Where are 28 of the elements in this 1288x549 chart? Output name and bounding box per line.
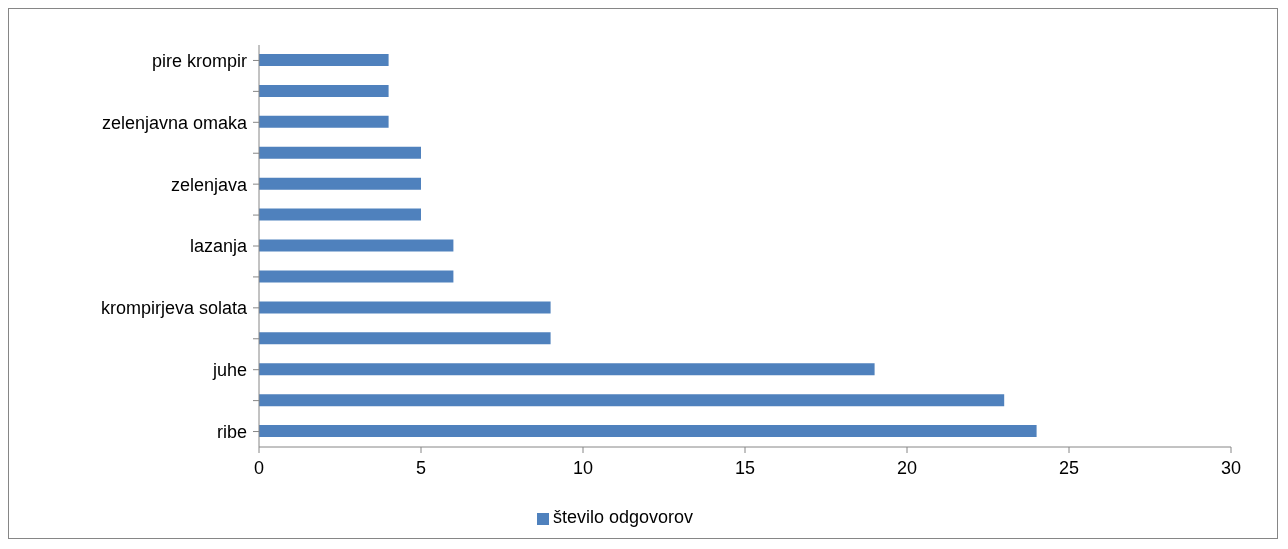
y-tick-label: krompirjeva solata [100,298,248,319]
x-tick-label: 20 [896,457,918,478]
bar [259,208,421,221]
y-tick-label: pire krompir [151,50,247,71]
bar [259,425,1037,438]
x-tick-label: 10 [572,457,594,478]
x-tick-label: 5 [415,457,427,478]
bar [259,394,1005,407]
x-tick-label: 25 [1058,457,1080,478]
bar [259,146,421,159]
bar [259,270,454,283]
bar [259,363,875,376]
x-tick-label: 0 [253,457,265,478]
bar [259,301,551,314]
bar [259,239,454,252]
y-tick-label: juhe [211,360,247,381]
bar [259,54,389,66]
bar [259,332,551,345]
y-tick-label: zelenjavna omaka [101,112,248,133]
bar [259,177,421,190]
y-tick-label: lazanja [189,236,248,257]
legend-label: število odgovorov [552,507,694,527]
y-tick-label: zelenjava [170,174,248,195]
bar [259,84,389,97]
x-tick-label: 15 [734,457,756,478]
y-tick-label: ribe [216,421,247,442]
x-tick-label: 30 [1220,457,1242,478]
bar [259,115,389,128]
